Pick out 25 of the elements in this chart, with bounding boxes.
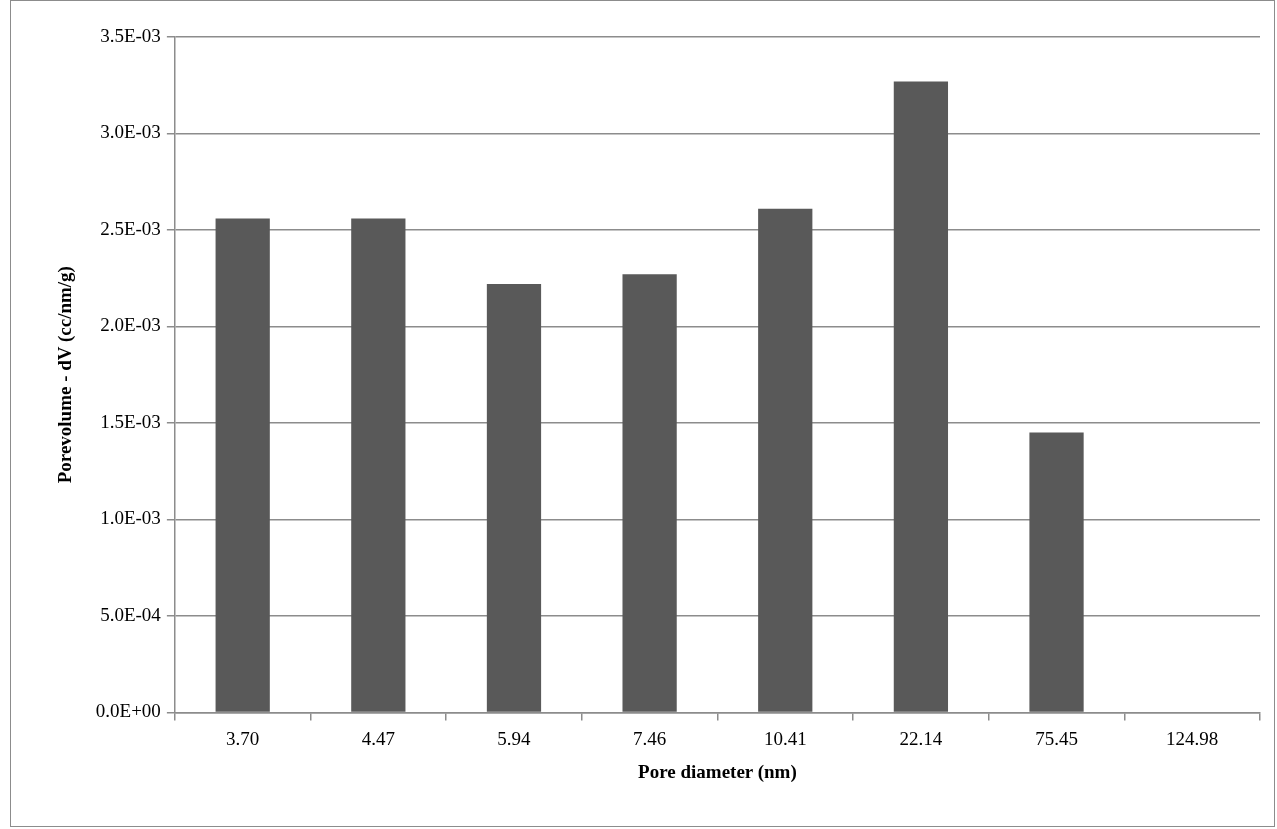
- x-tick-label: 75.45: [1035, 727, 1078, 749]
- x-tick-label: 5.94: [497, 727, 532, 749]
- y-tick-label: 3.0E-03: [100, 121, 161, 143]
- y-tick-label: 0.0E+00: [95, 700, 161, 722]
- bar: [1029, 432, 1084, 712]
- x-axis-title: Pore diameter (nm): [638, 760, 797, 783]
- y-tick-label: 2.0E-03: [100, 314, 161, 336]
- y-tick-label: 3.5E-03: [100, 24, 161, 46]
- bar: [215, 218, 270, 712]
- y-tick-label: 2.5E-03: [100, 217, 161, 239]
- bar: [486, 284, 542, 712]
- bar: [622, 274, 677, 712]
- bar: [351, 218, 406, 712]
- x-tick-label: 4.47: [361, 727, 395, 749]
- y-tick-label: 5.0E-04: [100, 603, 162, 625]
- x-tick-label: 10.41: [763, 727, 807, 749]
- y-tick-label: 1.0E-03: [100, 507, 161, 529]
- bar: [758, 208, 813, 712]
- x-tick-label: 124.98: [1166, 727, 1219, 749]
- x-tick-label: 22.14: [899, 727, 943, 749]
- y-tick-label: 1.5E-03: [100, 410, 161, 432]
- x-tick-label: 3.70: [226, 727, 260, 749]
- y-axis-title: Porevolume - dV (cc/nm/g): [54, 266, 77, 484]
- bar: [893, 81, 949, 712]
- x-tick-label: 7.46: [632, 727, 667, 749]
